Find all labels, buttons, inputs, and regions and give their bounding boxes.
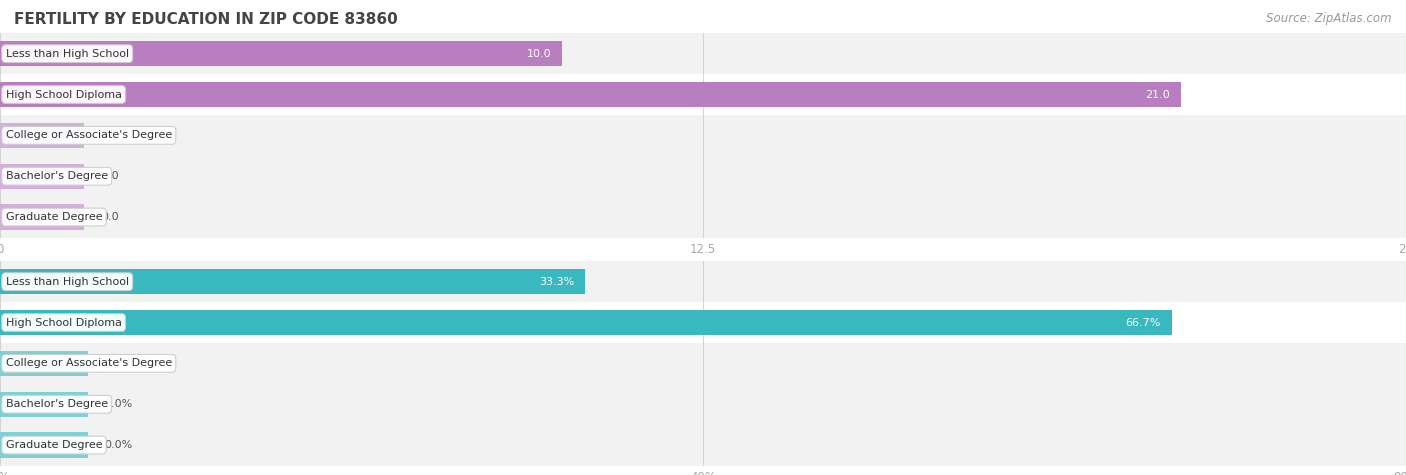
- Bar: [0, 41, 562, 66]
- Bar: [0, 310, 1173, 335]
- Text: Source: ZipAtlas.com: Source: ZipAtlas.com: [1267, 12, 1392, 25]
- Bar: [0, 432, 87, 458]
- Bar: [0, 163, 84, 189]
- Text: 0.0: 0.0: [101, 171, 120, 181]
- Text: College or Associate's Degree: College or Associate's Degree: [6, 130, 172, 141]
- Bar: [0, 123, 84, 148]
- Text: Less than High School: Less than High School: [6, 276, 129, 287]
- Text: Graduate Degree: Graduate Degree: [6, 212, 103, 222]
- Bar: [0, 425, 1406, 466]
- Bar: [0, 74, 1406, 115]
- Bar: [0, 302, 1406, 343]
- Bar: [0, 343, 1406, 384]
- Text: Bachelor's Degree: Bachelor's Degree: [6, 399, 108, 409]
- Text: 10.0: 10.0: [526, 48, 551, 59]
- Text: Graduate Degree: Graduate Degree: [6, 440, 103, 450]
- Text: High School Diploma: High School Diploma: [6, 89, 122, 100]
- Bar: [0, 197, 1406, 238]
- Text: 0.0: 0.0: [101, 212, 120, 222]
- Text: 0.0%: 0.0%: [104, 399, 134, 409]
- Bar: [0, 82, 1181, 107]
- Bar: [0, 391, 87, 417]
- Text: 0.0: 0.0: [101, 130, 120, 141]
- Text: 0.0%: 0.0%: [104, 440, 134, 450]
- Bar: [0, 384, 1406, 425]
- Text: College or Associate's Degree: College or Associate's Degree: [6, 358, 172, 369]
- Text: High School Diploma: High School Diploma: [6, 317, 122, 328]
- Text: Less than High School: Less than High School: [6, 48, 129, 59]
- Text: 0.0%: 0.0%: [104, 358, 134, 369]
- Bar: [0, 269, 585, 294]
- Bar: [0, 204, 84, 230]
- Text: 33.3%: 33.3%: [538, 276, 574, 287]
- Bar: [0, 156, 1406, 197]
- Bar: [0, 115, 1406, 156]
- Text: 66.7%: 66.7%: [1126, 317, 1161, 328]
- Bar: [0, 351, 87, 376]
- Bar: [0, 261, 1406, 302]
- Text: FERTILITY BY EDUCATION IN ZIP CODE 83860: FERTILITY BY EDUCATION IN ZIP CODE 83860: [14, 12, 398, 27]
- Text: Bachelor's Degree: Bachelor's Degree: [6, 171, 108, 181]
- Bar: [0, 33, 1406, 74]
- Text: 21.0: 21.0: [1144, 89, 1170, 100]
